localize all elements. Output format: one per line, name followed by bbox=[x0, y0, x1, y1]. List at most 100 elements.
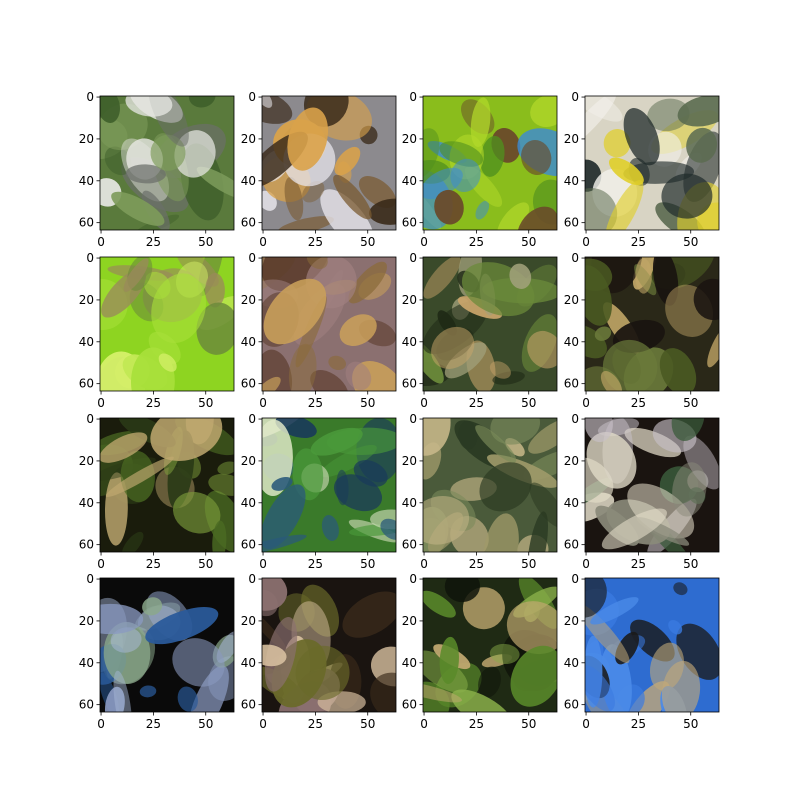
generated-image bbox=[100, 578, 234, 712]
x-tick-label: 50 bbox=[360, 557, 375, 571]
x-tick-label: 50 bbox=[683, 557, 698, 571]
y-tick-label: 0 bbox=[248, 251, 256, 265]
y-tick-label: 0 bbox=[571, 572, 579, 586]
x-tick-label: 0 bbox=[582, 235, 590, 249]
axes-frame bbox=[422, 256, 558, 392]
x-tick-label: 50 bbox=[521, 396, 536, 410]
y-tick-label: 60 bbox=[79, 538, 94, 552]
x-tick-label: 25 bbox=[469, 717, 484, 731]
y-tick-label: 60 bbox=[402, 377, 417, 391]
x-tick-label: 0 bbox=[259, 235, 267, 249]
y-tick-label: 20 bbox=[402, 454, 417, 468]
x-tick-label: 0 bbox=[420, 396, 428, 410]
y-tick-label: 60 bbox=[402, 216, 417, 230]
panel-r4c1: 0 25 50 0 20 40 60 bbox=[79, 572, 235, 731]
axes-frame bbox=[261, 95, 397, 231]
generated-image bbox=[423, 578, 557, 712]
y-tick-label: 20 bbox=[241, 132, 256, 146]
x-tick-label: 0 bbox=[97, 396, 105, 410]
y-tick-label: 0 bbox=[571, 251, 579, 265]
y-tick-label: 0 bbox=[86, 412, 94, 426]
y-tick-label: 40 bbox=[402, 656, 417, 670]
y-tick-label: 20 bbox=[79, 132, 94, 146]
axes-frame bbox=[584, 256, 720, 392]
panel-r2c1: 0 25 50 0 20 40 60 bbox=[79, 251, 235, 410]
x-tick-label: 0 bbox=[97, 557, 105, 571]
x-tick-label: 25 bbox=[631, 396, 646, 410]
y-tick-label: 60 bbox=[564, 216, 579, 230]
panel-r3c3: 0 25 50 0 20 40 60 bbox=[402, 412, 558, 571]
y-tick-label: 20 bbox=[79, 293, 94, 307]
x-tick-label: 25 bbox=[308, 235, 323, 249]
y-tick-label: 60 bbox=[564, 698, 579, 712]
axes-frame bbox=[261, 577, 397, 713]
panel-r3c1: 0 25 50 0 20 40 60 bbox=[79, 412, 235, 571]
y-tick-label: 60 bbox=[402, 698, 417, 712]
y-tick-label: 40 bbox=[79, 174, 94, 188]
x-tick-label: 25 bbox=[469, 396, 484, 410]
y-tick-label: 40 bbox=[402, 174, 417, 188]
y-tick-label: 40 bbox=[241, 496, 256, 510]
x-tick-label: 25 bbox=[631, 557, 646, 571]
y-tick-label: 20 bbox=[564, 293, 579, 307]
x-tick-label: 25 bbox=[146, 557, 161, 571]
x-tick-label: 0 bbox=[420, 235, 428, 249]
y-tick-label: 20 bbox=[564, 454, 579, 468]
y-tick-label: 20 bbox=[79, 454, 94, 468]
x-tick-label: 25 bbox=[146, 235, 161, 249]
y-tick-label: 0 bbox=[571, 90, 579, 104]
x-tick-label: 0 bbox=[582, 717, 590, 731]
y-tick-label: 40 bbox=[564, 496, 579, 510]
axes-frame bbox=[584, 577, 720, 713]
y-tick-label: 40 bbox=[241, 656, 256, 670]
y-tick-label: 60 bbox=[241, 377, 256, 391]
generated-image bbox=[100, 257, 234, 391]
axes-frame bbox=[422, 577, 558, 713]
y-tick-label: 60 bbox=[79, 377, 94, 391]
x-tick-label: 50 bbox=[360, 717, 375, 731]
generated-image bbox=[585, 257, 719, 391]
panel-r4c4: 0 25 50 0 20 40 60 bbox=[564, 572, 720, 731]
generated-image bbox=[423, 418, 557, 552]
axes-frame bbox=[584, 95, 720, 231]
y-tick-label: 0 bbox=[409, 90, 417, 104]
y-tick-label: 20 bbox=[564, 614, 579, 628]
panel-r4c2: 0 25 50 0 20 40 60 bbox=[241, 572, 397, 731]
axes-frame bbox=[261, 256, 397, 392]
x-tick-label: 25 bbox=[146, 396, 161, 410]
y-tick-label: 60 bbox=[241, 698, 256, 712]
generated-image bbox=[262, 578, 396, 712]
panel-r4c3: 0 25 50 0 20 40 60 bbox=[402, 572, 558, 731]
y-tick-label: 40 bbox=[564, 335, 579, 349]
panel-r2c4: 0 25 50 0 20 40 60 bbox=[564, 251, 720, 410]
axes-frame bbox=[99, 256, 235, 392]
generated-image bbox=[100, 96, 234, 230]
y-tick-label: 60 bbox=[79, 216, 94, 230]
y-tick-label: 20 bbox=[402, 614, 417, 628]
y-tick-label: 60 bbox=[402, 538, 417, 552]
axes-frame bbox=[99, 95, 235, 231]
y-tick-label: 60 bbox=[564, 538, 579, 552]
y-tick-label: 20 bbox=[241, 454, 256, 468]
y-tick-label: 60 bbox=[564, 377, 579, 391]
y-tick-label: 40 bbox=[79, 656, 94, 670]
panel-r1c1: 0 25 50 0 20 40 60 bbox=[79, 90, 235, 249]
axes-frame bbox=[99, 417, 235, 553]
generated-image bbox=[262, 96, 396, 230]
y-tick-label: 40 bbox=[79, 335, 94, 349]
panel-r1c3: 0 25 50 0 20 40 60 bbox=[402, 90, 558, 249]
x-tick-label: 0 bbox=[420, 557, 428, 571]
x-tick-label: 0 bbox=[97, 717, 105, 731]
generated-image bbox=[262, 418, 396, 552]
y-tick-label: 0 bbox=[248, 90, 256, 104]
x-tick-label: 0 bbox=[259, 557, 267, 571]
x-tick-label: 50 bbox=[521, 235, 536, 249]
y-tick-label: 40 bbox=[241, 174, 256, 188]
y-tick-label: 0 bbox=[409, 251, 417, 265]
x-tick-label: 25 bbox=[308, 396, 323, 410]
x-tick-label: 25 bbox=[631, 235, 646, 249]
x-tick-label: 50 bbox=[521, 717, 536, 731]
y-tick-label: 40 bbox=[241, 335, 256, 349]
generated-image bbox=[423, 257, 557, 391]
panel-r1c2: 0 25 50 0 20 40 60 bbox=[241, 90, 397, 249]
